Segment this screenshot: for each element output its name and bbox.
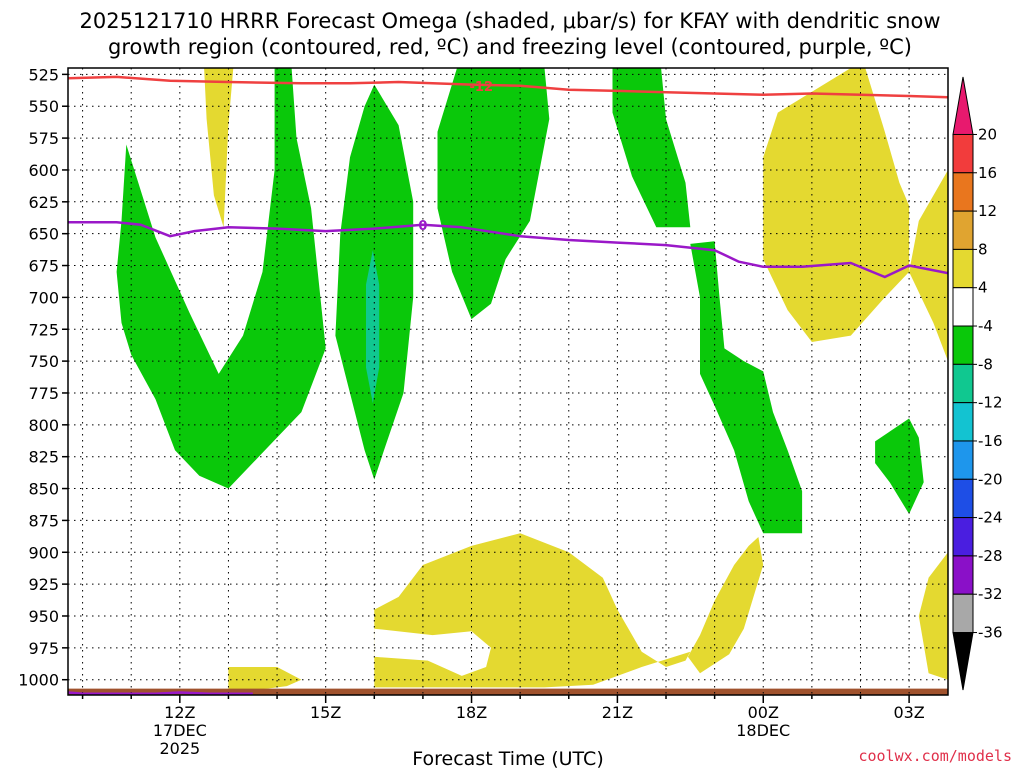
y-tick-label-825: 825 — [28, 448, 59, 467]
colorbar-label-12: -32 — [978, 585, 1003, 603]
omega-region-9 — [875, 418, 924, 514]
y-tick-label-675: 675 — [28, 257, 59, 276]
y-tick-label-550: 550 — [28, 97, 59, 116]
y-tick-label-600: 600 — [28, 161, 59, 180]
omega-region-1 — [116, 68, 326, 489]
colorbar-label-10: -24 — [978, 509, 1003, 527]
x-tick-label-21-line1: 21Z — [602, 703, 633, 722]
chart-title-line-2: growth region (contoured, red, ºC) and f… — [108, 35, 912, 59]
y-tick-label-575: 575 — [28, 129, 59, 148]
colorbar-label-6: -8 — [978, 355, 993, 373]
omega-region-8 — [909, 170, 948, 362]
colorbar-label-1: 16 — [978, 164, 997, 182]
y-tick-label-650: 650 — [28, 225, 59, 244]
x-tick-label-18-line1: 18Z — [456, 703, 487, 722]
x-tick-label-12-line2: 17DEC — [153, 721, 207, 740]
omega-region-4 — [437, 68, 550, 320]
y-tick-label-525: 525 — [28, 65, 59, 84]
contour-line-0 — [68, 75, 948, 99]
temperature-contours: -12 0 — [68, 75, 948, 695]
colorbar-segment-6 — [952, 325, 974, 365]
y-tick-label-1000: 1000 — [18, 671, 59, 690]
plot-frame — [67, 67, 949, 696]
y-tick-label-850: 850 — [28, 480, 59, 499]
x-axis-label: Forecast Time (UTC) — [412, 748, 603, 768]
x-tick-label-12-line3: 2025 — [159, 739, 200, 758]
y-tick-label-625: 625 — [28, 193, 59, 212]
colorbar-label-0: 20 — [978, 125, 997, 143]
colorbar-segment-3 — [952, 210, 974, 250]
omega-region-7 — [763, 68, 910, 342]
colorbar-segment-1 — [952, 133, 974, 174]
omega-shaded-regions — [116, 68, 948, 690]
y-tick-label-875: 875 — [28, 511, 59, 530]
omega-region-14 — [374, 628, 491, 676]
colorbar-label-5: -4 — [978, 317, 993, 335]
colorbar-segment-2 — [952, 172, 974, 212]
omega-region-11 — [687, 537, 764, 674]
colorbar-segment-11 — [952, 517, 974, 557]
colorbar-label-8: -16 — [978, 432, 1003, 450]
colorbar-label-2: 12 — [978, 202, 997, 220]
colorbar-legend: 20 16 12 8 4 -4 -8 -12 -16 -20 -24 -28 -32 -36 — [952, 76, 1003, 691]
contour-line-1 — [68, 220, 948, 279]
colorbar-segment-7 — [952, 363, 974, 404]
colorbar-segment-4 — [952, 248, 974, 289]
y-tick-label-700: 700 — [28, 288, 59, 307]
colorbar-label-11: -28 — [978, 547, 1003, 565]
ground-layer — [68, 688, 948, 695]
colorbar-segment-12 — [952, 555, 974, 595]
colorbar-arrow-top — [952, 76, 974, 135]
colorbar-segment-10 — [952, 478, 974, 519]
ground-band — [68, 688, 948, 695]
omega-region-5 — [612, 68, 691, 228]
colorbar-label-4: 4 — [978, 279, 988, 297]
omega-region-0 — [204, 68, 234, 228]
omega-region-10 — [374, 533, 691, 688]
colorbar-segment-9 — [952, 440, 974, 480]
pressure-axis: 525 550 575 600 625 650 675 700 725 750 775 800 825 8… — [18, 65, 68, 690]
x-tick-label-12-line1: 12Z — [164, 703, 195, 722]
x-tick-label-24-line2: 18DEC — [736, 721, 790, 740]
y-tick-label-800: 800 — [28, 416, 59, 435]
contour-line-2 — [68, 691, 253, 695]
colorbar-segment-13 — [952, 593, 974, 634]
y-tick-label-950: 950 — [28, 607, 59, 626]
colorbar-label-9: -20 — [978, 470, 1003, 488]
x-tick-label-15-line1: 15Z — [310, 703, 341, 722]
y-tick-label-925: 925 — [28, 575, 59, 594]
y-tick-label-775: 775 — [28, 384, 59, 403]
colorbar-arrow-bottom — [952, 632, 974, 691]
omega-region-12 — [228, 667, 302, 690]
chart-title-line-1: 2025121710 HRRR Forecast Omega (shaded, … — [79, 9, 940, 33]
contour-label-dendritic: -12 — [470, 80, 494, 95]
colorbar-label-3: 8 — [978, 240, 988, 258]
colorbar-label-13: -36 — [978, 624, 1003, 642]
omega-region-6 — [690, 241, 803, 534]
y-tick-label-900: 900 — [28, 543, 59, 562]
gridlines — [68, 68, 948, 695]
omega-region-3 — [366, 250, 380, 404]
y-tick-label-750: 750 — [28, 352, 59, 371]
contour-label-freezing: 0 — [418, 219, 427, 234]
colorbar-label-7: -12 — [978, 394, 1003, 412]
credit-text: coolwx.com/models — [858, 747, 1012, 765]
x-tick-label-27-line1: 03Z — [893, 703, 924, 722]
y-tick-label-975: 975 — [28, 639, 59, 658]
colorbar-segment-5 — [952, 287, 974, 327]
y-tick-label-725: 725 — [28, 320, 59, 339]
x-tick-label-24-line1: 00Z — [748, 703, 779, 722]
colorbar-segment-8 — [952, 402, 974, 442]
